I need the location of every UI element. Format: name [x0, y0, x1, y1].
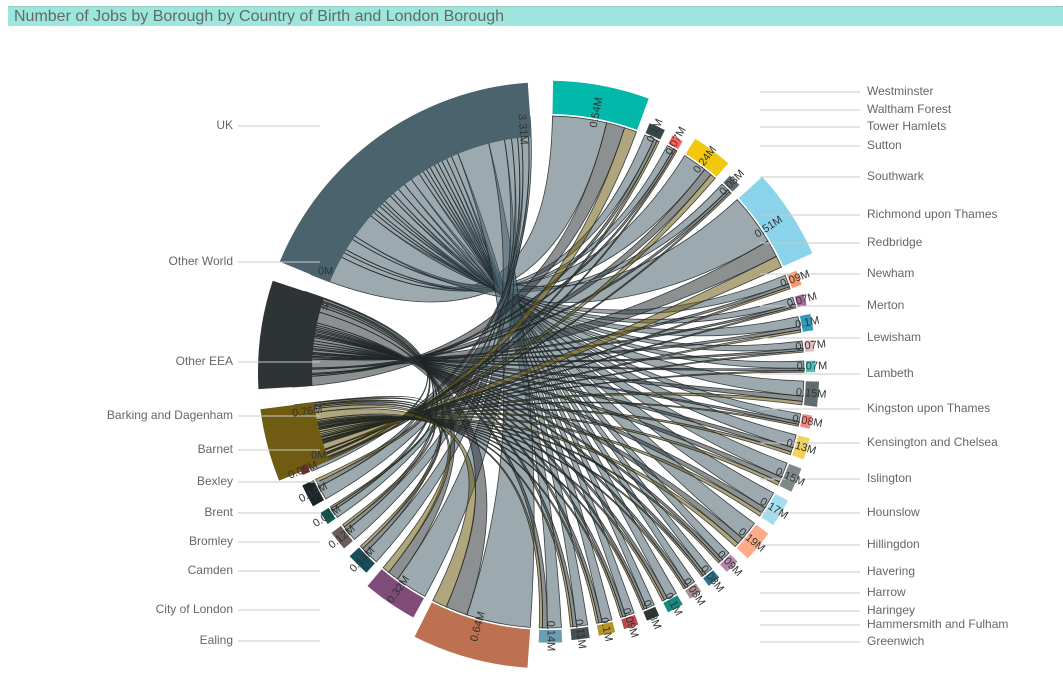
- label-waltham-forest: Waltham Forest: [867, 102, 952, 116]
- zero-label-other-eea: 0M: [311, 449, 326, 461]
- label-uk: UK: [216, 118, 233, 132]
- value-label-kingston-upon-thames: 0.15M: [795, 386, 826, 400]
- arc-haringey2[interactable]: [621, 614, 639, 630]
- label-richmond-upon-thames: Richmond upon Thames: [867, 207, 998, 221]
- value-label-westminster: 0.54M: [588, 96, 605, 128]
- value-label-ealing: 0.14M: [544, 621, 556, 652]
- chart-title: Number of Jobs by Borough by Country of …: [14, 8, 505, 25]
- label-hillingdon: Hillingdon: [867, 537, 920, 551]
- label-tower-hamlets: Tower Hamlets: [867, 119, 946, 133]
- value-label-merton: 0.1M: [794, 315, 820, 331]
- ribbon-other-eea-ealing: [296, 414, 543, 629]
- label-ealing: Ealing: [200, 633, 233, 647]
- arc-newham[interactable]: [794, 293, 807, 308]
- arc-brent[interactable]: [331, 525, 353, 549]
- label-barking-and-dagenham: Barking and Dagenham: [107, 408, 233, 422]
- label-havering: Havering: [867, 564, 915, 578]
- arc-westminster[interactable]: [552, 80, 649, 130]
- value-label-croydon: 0.11M: [572, 619, 588, 650]
- arcs-layer: [257, 80, 820, 668]
- label-barnet: Barnet: [198, 442, 234, 456]
- label-other-world: Other World: [169, 254, 233, 268]
- label-sutton: Sutton: [867, 138, 902, 152]
- label-greenwich: Greenwich: [867, 634, 924, 648]
- label-lambeth: Lambeth: [867, 366, 914, 380]
- value-label-southwark: 0.08M: [717, 168, 747, 198]
- arc-islington[interactable]: [792, 435, 810, 460]
- ribbon-uk-barking-and-dagenham: [309, 116, 532, 472]
- label-camden: Camden: [188, 563, 233, 577]
- arc-uk[interactable]: [279, 82, 532, 283]
- arc-hackney[interactable]: [643, 606, 660, 621]
- value-label-hackney: 0.08M: [640, 598, 663, 631]
- label-bromley: Bromley: [189, 534, 233, 548]
- arc-waltham-forest[interactable]: [645, 123, 665, 140]
- label-kingston-upon-thames: Kingston upon Thames: [867, 401, 990, 415]
- arc-camden[interactable]: [367, 569, 424, 618]
- value-label-other-eea: 0.76M: [291, 404, 323, 420]
- label-city-of-london: City of London: [156, 602, 233, 616]
- arc-hounslow[interactable]: [779, 463, 802, 492]
- label-kensington-and-chelsea: Kensington and Chelsea: [867, 435, 998, 449]
- arc-redbridge[interactable]: [786, 270, 802, 289]
- value-label-hammersmith-and-fulham: 0.08M: [680, 576, 707, 608]
- label-bexley: Bexley: [197, 474, 233, 488]
- zero-label-other-world: 0M: [296, 372, 311, 384]
- value-label-kensington-and-chelsea: 0.08M: [791, 413, 823, 431]
- value-label-enfield: 0.1M: [598, 616, 615, 643]
- label-westminster: Westminster: [867, 84, 933, 98]
- label-harrow: Harrow: [867, 585, 906, 599]
- arc-barnet[interactable]: [302, 480, 325, 507]
- arc-bromley[interactable]: [349, 547, 375, 573]
- leaders-layer: [238, 91, 860, 643]
- value-label-newham: 0.07M: [786, 290, 819, 310]
- label-merton: Merton: [867, 298, 904, 312]
- arc-southwark[interactable]: [723, 175, 740, 192]
- label-hammersmith-and-fulham: Hammersmith and Fulham: [867, 617, 1008, 631]
- arc-other-eea[interactable]: [260, 402, 330, 481]
- arc-ealing[interactable]: [538, 629, 563, 643]
- arc-enfield[interactable]: [596, 621, 616, 636]
- label-haringey: Haringey: [867, 603, 915, 617]
- label-redbridge: Redbridge: [867, 235, 923, 249]
- label-southwark: Southwark: [867, 169, 925, 183]
- zero-label-uk: 0M: [318, 265, 333, 277]
- arc-harrow[interactable]: [719, 554, 738, 572]
- arc-barking-and-dagenham[interactable]: [299, 464, 311, 476]
- value-label-uk: 3.31M: [516, 114, 530, 145]
- arc-city-of-london[interactable]: [414, 602, 531, 668]
- arc-lambeth[interactable]: [805, 360, 816, 373]
- arc-hammersmith-and-fulham[interactable]: [685, 583, 702, 599]
- value-label-bromley: 0.14M: [347, 545, 377, 575]
- label-islington: Islington: [867, 471, 912, 485]
- arc-lewisham[interactable]: [804, 339, 815, 352]
- label-brent: Brent: [204, 505, 233, 519]
- ribbons-layer: [291, 115, 805, 629]
- arc-croydon[interactable]: [570, 626, 590, 641]
- value-label-tower-hamlets: 0.07M: [663, 125, 688, 158]
- value-label-lambeth: 0.07M: [797, 360, 828, 373]
- label-hounslow: Hounslow: [867, 505, 920, 519]
- arc-haringey[interactable]: [703, 570, 720, 586]
- arc-bexley[interactable]: [320, 507, 336, 525]
- ribbon-other-eea-bromley: [294, 402, 442, 550]
- value-label-haringey: 0.08M: [698, 563, 726, 594]
- arc-sutton[interactable]: [685, 138, 729, 177]
- arc-greenwich[interactable]: [663, 595, 683, 613]
- arc-kingston-upon-thames[interactable]: [803, 381, 820, 407]
- arc-hillingdon[interactable]: [761, 493, 788, 526]
- value-label-lewisham: 0.07M: [795, 338, 827, 353]
- arc-havering[interactable]: [736, 524, 769, 559]
- arc-merton[interactable]: [799, 313, 814, 332]
- label-lewisham: Lewisham: [867, 330, 921, 344]
- arc-kensington-and-chelsea[interactable]: [800, 414, 813, 429]
- title-bar: Number of Jobs by Borough by Country of …: [8, 6, 1063, 26]
- label-newham: Newham: [867, 266, 914, 280]
- arc-richmond-upon-thames[interactable]: [738, 176, 813, 267]
- arc-tower-hamlets[interactable]: [668, 135, 683, 150]
- label-other-eea: Other EEA: [176, 354, 233, 368]
